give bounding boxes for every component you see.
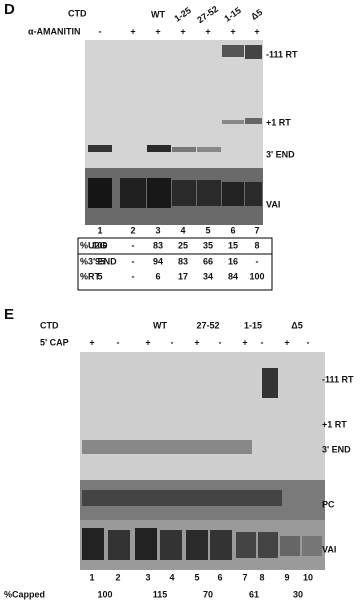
table-cell: 34 [203, 271, 213, 281]
ctd-label: WT [151, 9, 165, 19]
lane-number: 6 [217, 572, 222, 582]
cap-sign: + [194, 337, 199, 347]
cap-sign: + [89, 337, 94, 347]
table-cell: 25 [178, 240, 188, 250]
band-label: VAI [266, 199, 280, 209]
row-label: 5' CAP [40, 337, 69, 347]
cap-sign: + [242, 337, 247, 347]
table-cell: %RT [80, 271, 101, 281]
row-label: CTD [40, 320, 59, 330]
row-label: α-AMANITIN [28, 26, 81, 36]
lane-number: 1 [89, 572, 94, 582]
table-cell: 16 [228, 256, 238, 266]
amanitin-sign: + [180, 26, 185, 36]
lane-number: 4 [169, 572, 174, 582]
band-label: -111 RT [266, 49, 298, 59]
amanitin-sign: + [254, 26, 259, 36]
table-cell: 84 [228, 271, 238, 281]
panel-label: D [4, 1, 15, 18]
cap-sign: - [117, 337, 120, 347]
row-label: %Capped [4, 589, 45, 599]
ctd-label: Δ5 [249, 7, 264, 22]
lane-number: 7 [254, 225, 259, 235]
lane-number: 5 [205, 225, 210, 235]
table-border [77, 237, 273, 291]
band-label: -111 RT [322, 374, 354, 384]
gel-image-d [85, 40, 263, 225]
table-cell: %U2G [80, 240, 107, 250]
ctd-label: WT [153, 320, 167, 330]
capped-value: 70 [203, 589, 213, 599]
amanitin-sign: - [99, 26, 102, 36]
cap-sign: - [219, 337, 222, 347]
cap-sign: - [307, 337, 310, 347]
table-cell: 15 [228, 240, 238, 250]
table-cell: - [132, 256, 135, 266]
amanitin-sign: + [205, 26, 210, 36]
cap-sign: + [145, 337, 150, 347]
ctd-label: Δ5 [291, 320, 302, 330]
table-cell: 35 [203, 240, 213, 250]
ctd-label: 1-25 [172, 5, 192, 24]
capped-value: 100 [97, 589, 112, 599]
lane-number: 1 [97, 225, 102, 235]
table-cell: %3' END [80, 256, 117, 266]
lane-number: 3 [145, 572, 150, 582]
gel-image-e [80, 352, 325, 570]
amanitin-sign: + [230, 26, 235, 36]
capped-value: 61 [249, 589, 259, 599]
amanitin-sign: + [130, 26, 135, 36]
band-label: 3' END [322, 444, 351, 454]
table-cell: 66 [203, 256, 213, 266]
band-label: PC [322, 499, 335, 509]
table-cell: 100 [249, 271, 264, 281]
band-label: +1 RT [322, 419, 347, 429]
table-cell: 83 [153, 240, 163, 250]
ctd-label: 1-15 [222, 5, 242, 24]
lane-number: 9 [284, 572, 289, 582]
cap-sign: + [284, 337, 289, 347]
ctd-label: 27-52 [195, 4, 220, 25]
lane-number: 2 [130, 225, 135, 235]
table-cell: 5 [97, 271, 102, 281]
band-label: +1 RT [266, 117, 291, 127]
table-cell: - [256, 256, 259, 266]
capped-value: 30 [293, 589, 303, 599]
lane-number: 3 [155, 225, 160, 235]
cap-sign: - [261, 337, 264, 347]
table-cell: 100 [92, 240, 107, 250]
ctd-label: 27-52 [196, 320, 219, 330]
table-cell: 83 [178, 256, 188, 266]
table-cell: 94 [153, 256, 163, 266]
table-cell: 17 [178, 271, 188, 281]
table-cell: 6 [155, 271, 160, 281]
capped-value: 115 [153, 589, 168, 599]
lane-number: 10 [303, 572, 313, 582]
lane-number: 5 [194, 572, 199, 582]
amanitin-sign: + [155, 26, 160, 36]
row-label: CTD [68, 8, 87, 18]
panel-label: E [4, 306, 14, 323]
lane-number: 7 [242, 572, 247, 582]
band-label: VAI [322, 544, 336, 554]
lane-number: 4 [180, 225, 185, 235]
ctd-label: 1-15 [244, 320, 262, 330]
table-cell: 8 [254, 240, 259, 250]
table-cell: 95 [95, 256, 105, 266]
table-cell: - [132, 240, 135, 250]
lane-number: 2 [115, 572, 120, 582]
band-label: 3' END [266, 149, 295, 159]
table-cell: - [132, 271, 135, 281]
cap-sign: - [171, 337, 174, 347]
lane-number: 8 [259, 572, 264, 582]
lane-number: 6 [230, 225, 235, 235]
